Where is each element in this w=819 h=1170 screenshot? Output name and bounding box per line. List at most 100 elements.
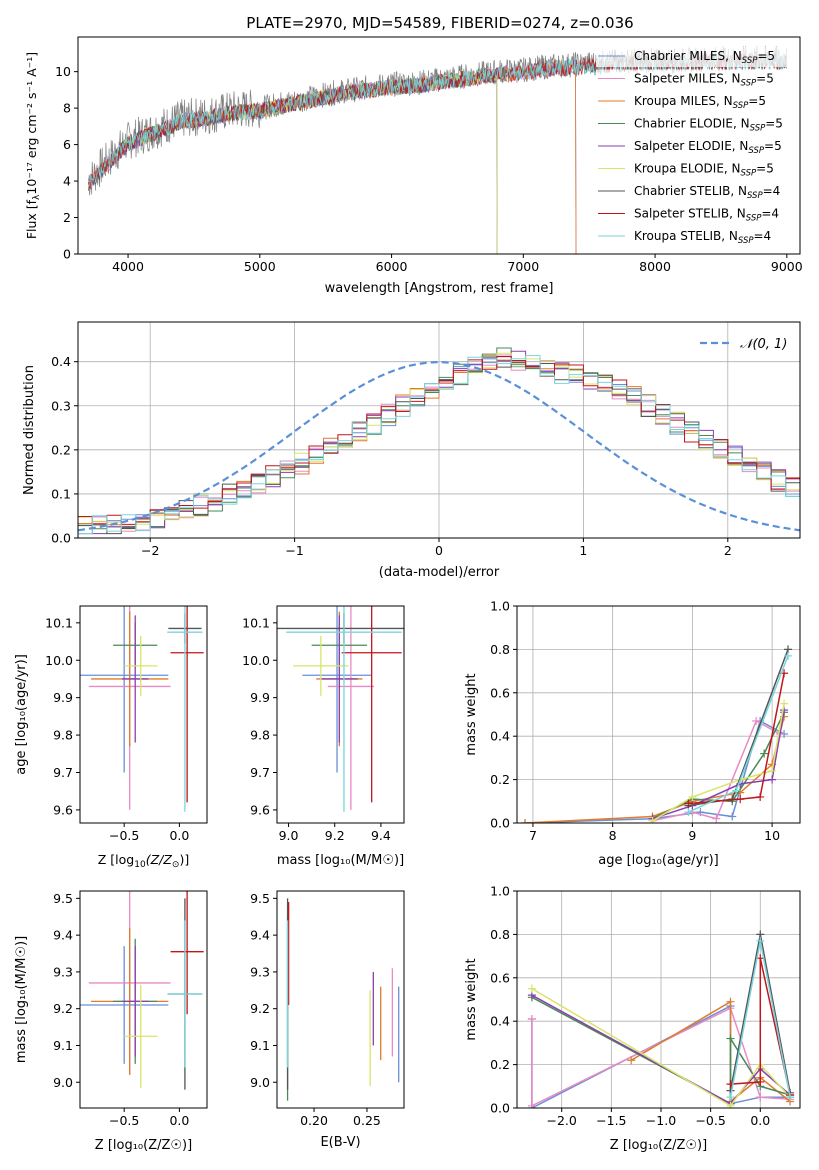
histogram-step bbox=[78, 355, 800, 535]
y-tick-label: 9.5 bbox=[53, 891, 73, 906]
series-marker bbox=[732, 786, 741, 795]
y-tick-label: 0.4 bbox=[490, 1014, 510, 1029]
legend-sub: SSP bbox=[741, 79, 757, 89]
x-tick-label: 9.4 bbox=[371, 828, 391, 843]
series-marker bbox=[786, 1093, 795, 1102]
x-tick-label: 6000 bbox=[376, 259, 408, 274]
series-marker bbox=[768, 775, 777, 784]
y-tick-label: 4 bbox=[63, 174, 71, 189]
axes-frame bbox=[79, 890, 208, 1109]
axes-frame bbox=[516, 890, 801, 1109]
legend-label: Chabrier STELIB, NSSP=4 bbox=[634, 184, 780, 201]
legend-label: Kroupa ELODIE, NSSP=5 bbox=[634, 162, 774, 179]
x-tick-label: 10 bbox=[764, 828, 780, 843]
y-tick-label: 9.6 bbox=[53, 802, 73, 817]
legend-label: Kroupa STELIB, NSSP=4 bbox=[634, 229, 771, 246]
y-tick-label: 9.0 bbox=[250, 1075, 270, 1090]
x-axis-label: (data-model)/error bbox=[379, 565, 500, 580]
y-tick-label: 10 bbox=[55, 64, 71, 79]
series-marker bbox=[756, 936, 765, 945]
x-tick-label: −2.0 bbox=[547, 1113, 577, 1128]
series-marker bbox=[768, 766, 777, 775]
series-marker bbox=[784, 651, 793, 660]
legend-bg bbox=[596, 227, 796, 247]
y-tick-label: 10.1 bbox=[242, 615, 270, 630]
y-tick-label: 10.1 bbox=[45, 615, 73, 630]
x-axis-label: age [log₁₀(age/yr)] bbox=[598, 853, 719, 868]
x-tick-label: 1 bbox=[579, 543, 587, 558]
y-axis-label: mass [log₁₀(M/M☉)] bbox=[14, 936, 29, 1063]
x-axis-label: Z [log₁₀(Z/Z☉)] bbox=[95, 1138, 192, 1153]
histogram-step bbox=[78, 356, 800, 525]
age-vs-mass-panel: 9.0 9.2 9.4 9.6 9.7 9.8 9.9 10.0 10.1 mass [log₁₀… bbox=[242, 605, 405, 868]
axes-frame bbox=[516, 605, 801, 824]
axes-frame bbox=[77, 36, 801, 255]
legend-text: Kroupa MILES, N bbox=[634, 94, 733, 108]
series-marker bbox=[527, 1101, 536, 1108]
legend-text: Kroupa STELIB, N bbox=[634, 229, 738, 243]
y-tick-label: 0.8 bbox=[490, 927, 510, 942]
legend-bg bbox=[596, 137, 796, 157]
errorbars bbox=[80, 606, 204, 812]
series-marker bbox=[712, 814, 721, 823]
series-line bbox=[688, 673, 785, 805]
x-tick-label: 8000 bbox=[639, 259, 671, 274]
series-lines bbox=[527, 930, 795, 1108]
legend-sub: SSP bbox=[741, 169, 757, 179]
series-marker bbox=[780, 699, 789, 708]
legend-sub: SSP bbox=[742, 56, 758, 66]
y-tick-label: 0.4 bbox=[51, 354, 71, 369]
y-tick-label: 9.7 bbox=[53, 765, 73, 780]
x-tick-label: 7000 bbox=[507, 259, 539, 274]
label-part: 10⁻¹⁷ erg cm⁻² s⁻¹ A⁻¹] bbox=[24, 52, 39, 195]
series-line bbox=[652, 703, 785, 822]
legend-label: Kroupa MILES, NSSP=5 bbox=[634, 94, 766, 111]
errorbars bbox=[286, 898, 400, 1101]
y-tick-label: 9.8 bbox=[53, 728, 73, 743]
series-marker bbox=[752, 717, 761, 726]
x-tick-label: 4000 bbox=[112, 259, 144, 274]
legend-sub: SSP bbox=[738, 236, 754, 246]
legend-bg bbox=[596, 159, 796, 180]
residuals-panel: −2 −1 0 1 2 0.0 0.1 0.2 0.3 0.4 (data-model)/error… bbox=[22, 321, 801, 580]
legend-sub: SSP bbox=[746, 214, 762, 224]
label-part: Z [log bbox=[98, 852, 134, 867]
label-sub: λ bbox=[32, 194, 42, 200]
x-tick-label: −1.5 bbox=[596, 1113, 626, 1128]
series-line bbox=[531, 987, 791, 1107]
y-tick-label: 9.4 bbox=[53, 928, 73, 943]
y-tick-label: 2 bbox=[63, 210, 71, 225]
x-tick-label: 0.0 bbox=[750, 1113, 770, 1128]
legend-sub: SSP bbox=[748, 146, 764, 156]
massweight-vs-age-panel: 7 8 9 10 0.0 0.2 0.4 0.6 0.8 1.0 age [log₁₀(age/yr… bbox=[464, 599, 801, 868]
y-axis-label: Flux [fλ10⁻¹⁷ erg cm⁻² s⁻¹ A⁻¹] bbox=[24, 52, 42, 239]
y-tick-label: 0.3 bbox=[51, 398, 71, 413]
legend-text: Chabrier MILES, N bbox=[634, 49, 742, 63]
series-marker bbox=[726, 997, 735, 1006]
legend-text: Salpeter ELODIE, N bbox=[634, 139, 748, 153]
massweight-vs-metallicity-panel: −2.0 −1.5 −1.0 −0.5 0.0 0.0 0.2 0.4 0.6 0.8 1.0 Z [… bbox=[464, 884, 801, 1153]
y-tick-label: 0.6 bbox=[490, 970, 510, 985]
y-axis-label: mass weight bbox=[464, 958, 479, 1040]
y-tick-label: 9.3 bbox=[53, 964, 73, 979]
legend-text: =5 bbox=[756, 162, 774, 176]
y-tick-label: 0.0 bbox=[490, 816, 510, 831]
y-tick-label: 9.5 bbox=[250, 891, 270, 906]
mass-vs-extinction-panel: 0.20 0.25 9.0 9.1 9.2 9.3 9.4 9.5 E(B-V) bbox=[250, 890, 405, 1150]
y-tick-label: 9.9 bbox=[53, 690, 73, 705]
histogram-step bbox=[78, 347, 800, 530]
legend-sub: SSP bbox=[750, 124, 766, 134]
x-axis-label: mass [log₁₀(M/M☉)] bbox=[277, 853, 404, 868]
series-marker bbox=[726, 1093, 735, 1102]
y-tick-label: 9.1 bbox=[53, 1038, 73, 1053]
label-part: )] bbox=[179, 852, 189, 867]
series-lines bbox=[520, 645, 793, 823]
series-line bbox=[730, 958, 791, 1096]
legend-label: Chabrier ELODIE, NSSP=5 bbox=[634, 117, 783, 134]
x-tick-label: 9.0 bbox=[279, 828, 299, 843]
series-marker bbox=[648, 816, 657, 823]
errorbars bbox=[277, 606, 404, 812]
series-marker bbox=[527, 984, 536, 993]
errorbars bbox=[80, 891, 204, 1090]
